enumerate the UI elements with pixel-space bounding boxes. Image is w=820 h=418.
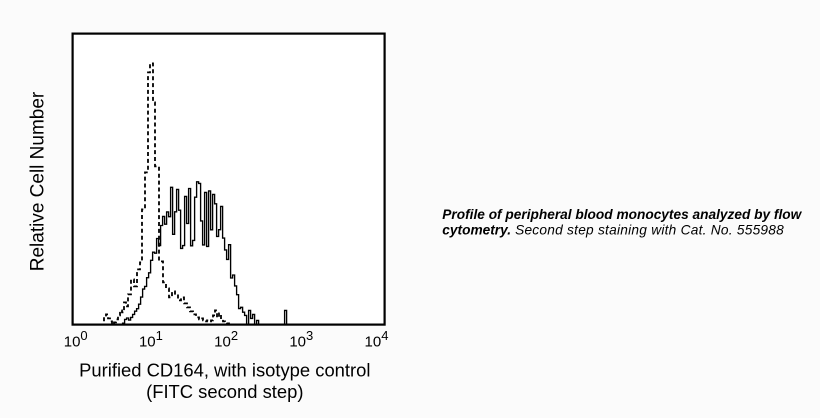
svg-text:Profile of peripheral blood mo: Profile of peripheral blood monocytes an…: [442, 207, 802, 222]
svg-text:Purified CD164, with isotype c: Purified CD164, with isotype control: [79, 359, 370, 380]
svg-text:(FITC second step): (FITC second step): [146, 381, 303, 402]
svg-text:Relative Cell Number: Relative Cell Number: [27, 91, 48, 271]
svg-text:cytometry. Second step stainin: cytometry. Second step staining with Cat…: [442, 223, 784, 238]
